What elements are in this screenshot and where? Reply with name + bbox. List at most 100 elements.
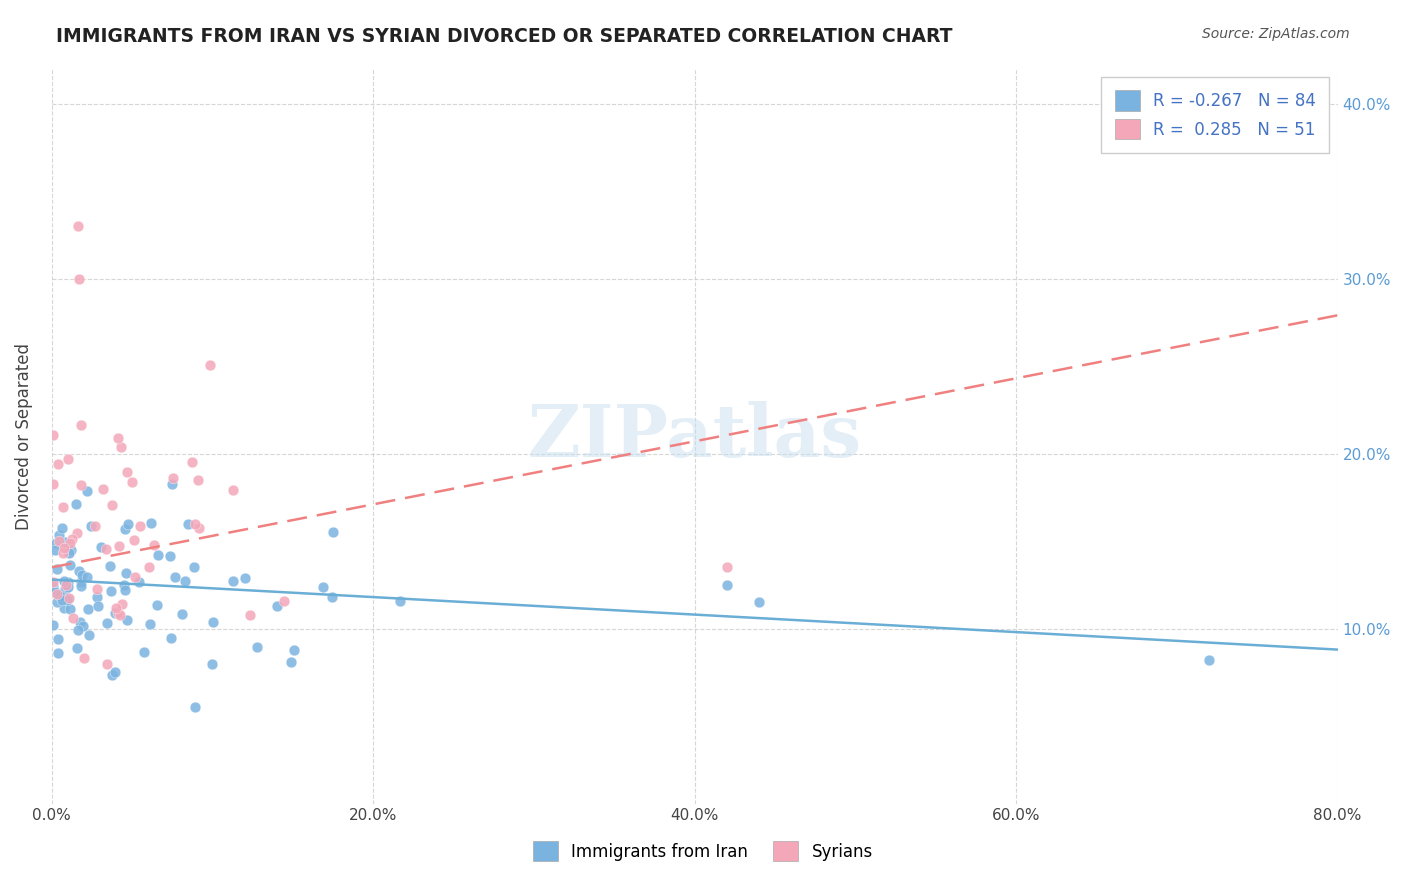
Point: [48, 534, 70, 549]
Point: [87, 599, 110, 613]
Point: [69, 615, 91, 629]
Point: [114, 566, 136, 580]
Point: [176, 517, 198, 532]
Point: [100, 668, 122, 682]
Point: [73, 651, 96, 665]
Point: [108, 607, 131, 622]
Point: [273, 594, 295, 608]
Point: [58, 591, 80, 605]
Point: [67, 271, 90, 285]
Point: [51, 593, 73, 607]
Point: [65, 497, 87, 511]
Point: [165, 570, 187, 584]
Point: [389, 594, 412, 608]
Point: [146, 548, 169, 562]
Point: [160, 476, 183, 491]
Point: [311, 580, 333, 594]
Point: [52, 601, 75, 615]
Point: [67, 623, 90, 637]
Point: [107, 432, 129, 446]
Point: [67, 219, 90, 233]
Point: [56, 574, 79, 589]
Point: [716, 578, 738, 592]
Point: [124, 569, 146, 583]
Point: [52, 546, 75, 560]
Point: [748, 595, 770, 609]
Point: [187, 473, 209, 487]
Point: [42, 618, 65, 632]
Point: [70, 417, 93, 432]
Point: [96, 657, 118, 671]
Point: [59, 543, 82, 558]
Point: [46, 595, 69, 609]
Point: [111, 597, 134, 611]
Point: [70, 568, 93, 582]
Point: [239, 608, 262, 623]
Point: [67, 564, 90, 578]
Point: [86, 582, 108, 596]
Point: [134, 645, 156, 659]
Point: [66, 526, 89, 541]
Point: [42, 477, 65, 491]
Text: IMMIGRANTS FROM IRAN VS SYRIAN DIVORCED OR SEPARATED CORRELATION CHART: IMMIGRANTS FROM IRAN VS SYRIAN DIVORCED …: [56, 27, 953, 45]
Point: [170, 607, 193, 621]
Point: [142, 538, 165, 552]
Point: [52, 500, 75, 514]
Point: [200, 657, 222, 671]
Point: [183, 560, 205, 574]
Point: [56, 452, 79, 467]
Point: [45, 535, 67, 549]
Point: [49, 589, 72, 603]
Point: [104, 601, 127, 615]
Point: [100, 584, 122, 599]
Point: [321, 591, 343, 605]
Y-axis label: Divorced or Separated: Divorced or Separated: [15, 343, 32, 530]
Point: [1198, 653, 1220, 667]
Point: [44, 585, 66, 599]
Point: [104, 665, 127, 680]
Point: [139, 516, 162, 530]
Point: [173, 574, 195, 588]
Point: [55, 578, 77, 592]
Point: [42, 580, 65, 594]
Point: [138, 559, 160, 574]
Point: [280, 655, 302, 669]
Point: [55, 534, 77, 549]
Point: [233, 571, 256, 585]
Point: [110, 440, 132, 454]
Point: [76, 483, 98, 498]
Point: [42, 428, 65, 442]
Point: [184, 700, 207, 714]
Point: [72, 619, 94, 633]
Point: [77, 602, 100, 616]
Point: [117, 465, 139, 479]
Point: [55, 582, 77, 596]
Point: [96, 615, 118, 630]
Point: [46, 646, 69, 660]
Point: [59, 602, 82, 616]
Point: [121, 475, 143, 490]
Point: [184, 516, 207, 531]
Point: [48, 528, 70, 542]
Point: [246, 640, 269, 654]
Point: [159, 549, 181, 563]
Point: [59, 536, 82, 550]
Point: [716, 560, 738, 574]
Legend: R = -0.267   N = 84, R =  0.285   N = 51: R = -0.267 N = 84, R = 0.285 N = 51: [1101, 77, 1329, 153]
Point: [117, 517, 139, 532]
Point: [70, 477, 93, 491]
Point: [86, 590, 108, 604]
Point: [52, 574, 75, 589]
Point: [60, 532, 83, 546]
Point: [53, 541, 76, 555]
Point: [181, 455, 204, 469]
Point: [104, 606, 127, 620]
Point: [322, 524, 344, 539]
Point: [84, 519, 107, 533]
Point: [266, 599, 288, 613]
Point: [122, 533, 145, 547]
Point: [139, 617, 162, 632]
Point: [46, 458, 69, 472]
Point: [91, 482, 114, 496]
Point: [115, 613, 138, 627]
